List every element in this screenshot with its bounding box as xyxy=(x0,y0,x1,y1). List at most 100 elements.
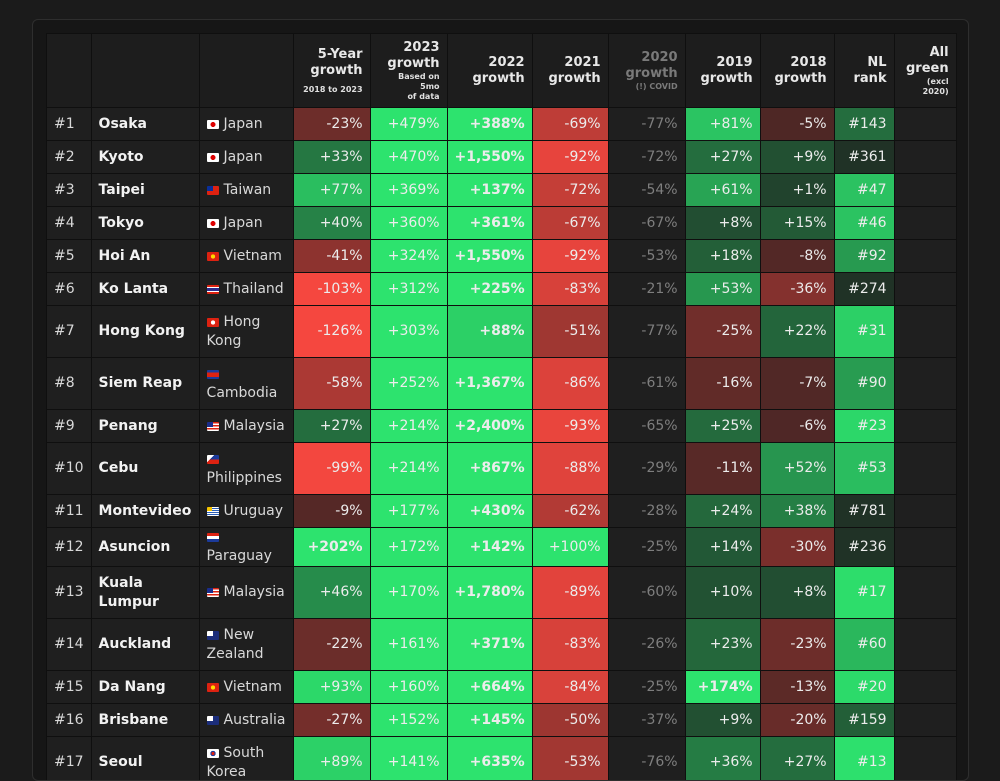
city-cell[interactable]: Asuncion xyxy=(91,528,199,567)
g2023-cell: +312% xyxy=(370,273,447,306)
g2019-cell: +9% xyxy=(685,704,760,737)
all-green-cell xyxy=(894,306,956,358)
g2021-cell: -84% xyxy=(532,671,608,704)
kr-flag-icon xyxy=(207,749,219,758)
rank-cell: #17 xyxy=(47,737,92,781)
nl-rank-cell: #60 xyxy=(834,619,894,671)
all-green-cell xyxy=(894,174,956,207)
city-cell[interactable]: Seoul xyxy=(91,737,199,781)
nl-rank-cell: #781 xyxy=(834,495,894,528)
city-cell[interactable]: Tokyo xyxy=(91,207,199,240)
city-cell[interactable]: Siem Reap xyxy=(91,358,199,410)
g2020-cell: -29% xyxy=(608,443,685,495)
g2022-cell: +430% xyxy=(447,495,532,528)
g2020-cell: -53% xyxy=(608,240,685,273)
g2023-cell: +170% xyxy=(370,567,447,619)
city-cell[interactable]: Auckland xyxy=(91,619,199,671)
g2019-cell: -11% xyxy=(685,443,760,495)
g5-cell: -103% xyxy=(293,273,370,306)
all-green-cell xyxy=(894,141,956,174)
city-cell[interactable]: Brisbane xyxy=(91,704,199,737)
city-cell[interactable]: Ko Lanta xyxy=(91,273,199,306)
g2021-cell: -83% xyxy=(532,619,608,671)
all-green-cell xyxy=(894,410,956,443)
all-green-cell xyxy=(894,495,956,528)
g2022-cell: +1,550% xyxy=(447,240,532,273)
nz-flag-icon xyxy=(207,631,219,640)
g2021-cell: -88% xyxy=(532,443,608,495)
city-cell[interactable]: Hoi An xyxy=(91,240,199,273)
g5-cell: -58% xyxy=(293,358,370,410)
g2020-cell: -25% xyxy=(608,528,685,567)
g2018-cell: +15% xyxy=(760,207,834,240)
city-cell[interactable]: Montevideo xyxy=(91,495,199,528)
g2019-cell: +24% xyxy=(685,495,760,528)
country-name: Japan xyxy=(224,149,263,165)
g2019-cell: +14% xyxy=(685,528,760,567)
city-cell[interactable]: Osaka xyxy=(91,108,199,141)
g2020-cell: -54% xyxy=(608,174,685,207)
city-cell[interactable]: Taipei xyxy=(91,174,199,207)
rank-cell: #15 xyxy=(47,671,92,704)
g5-cell: +46% xyxy=(293,567,370,619)
g2021-cell: -69% xyxy=(532,108,608,141)
g2019-cell: -25% xyxy=(685,306,760,358)
country-cell: Taiwan xyxy=(199,174,293,207)
all-green-cell xyxy=(894,619,956,671)
vn-flag-icon xyxy=(207,252,219,261)
g2021-cell: -83% xyxy=(532,273,608,306)
nl-rank-cell: #274 xyxy=(834,273,894,306)
country-cell: Japan xyxy=(199,108,293,141)
city-cell[interactable]: Penang xyxy=(91,410,199,443)
g2021-cell: -50% xyxy=(532,704,608,737)
city-cell[interactable]: Cebu xyxy=(91,443,199,495)
g2022-cell: +2,400% xyxy=(447,410,532,443)
rank-cell: #4 xyxy=(47,207,92,240)
city-cell[interactable]: Da Nang xyxy=(91,671,199,704)
all-green-cell xyxy=(894,358,956,410)
g2018-cell: -36% xyxy=(760,273,834,306)
g2022-cell: +142% xyxy=(447,528,532,567)
g2021-cell: -93% xyxy=(532,410,608,443)
all-green-cell xyxy=(894,207,956,240)
g2022-cell: +1,550% xyxy=(447,141,532,174)
g5-cell: -126% xyxy=(293,306,370,358)
g2023-cell: +152% xyxy=(370,704,447,737)
all-green-cell xyxy=(894,567,956,619)
g2018-cell: +38% xyxy=(760,495,834,528)
rank-cell: #12 xyxy=(47,528,92,567)
city-cell[interactable]: Hong Kong xyxy=(91,306,199,358)
g5-cell: -9% xyxy=(293,495,370,528)
country-cell: Malaysia xyxy=(199,567,293,619)
country-name: Vietnam xyxy=(224,248,282,264)
city-cell[interactable]: Kyoto xyxy=(91,141,199,174)
